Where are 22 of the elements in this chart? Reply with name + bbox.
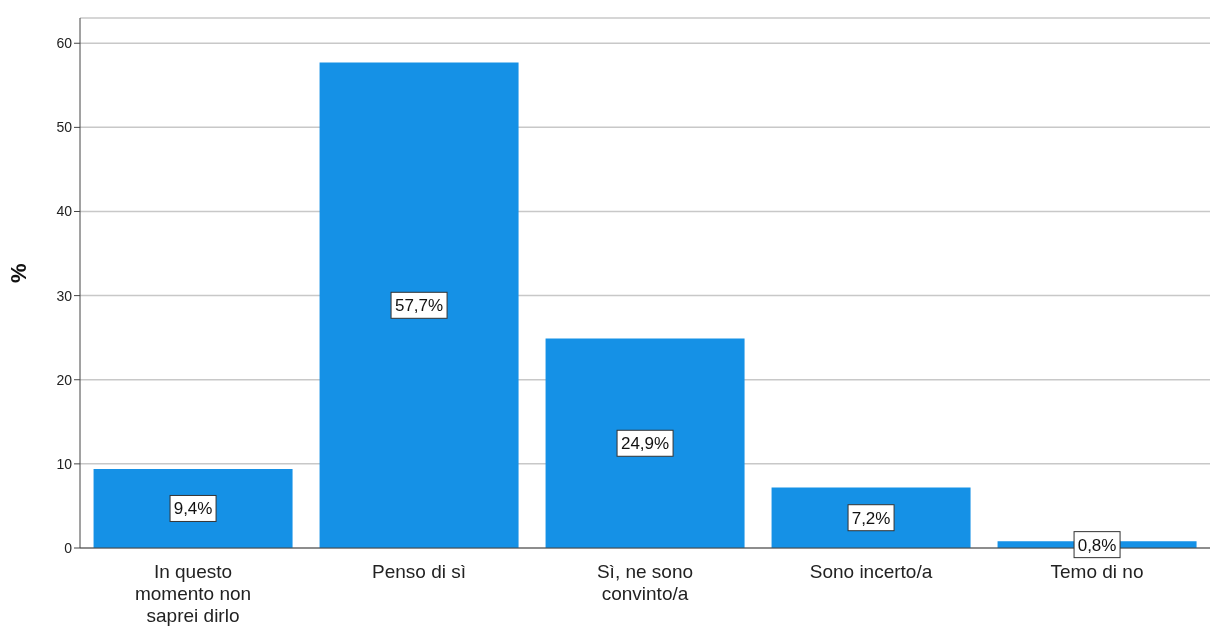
x-tick-label: In questo momento non saprei dirlo — [134, 561, 252, 626]
data-label: 7,2% — [851, 508, 891, 528]
y-tick-label: 0 — [64, 539, 73, 556]
data-label: 0,8% — [1077, 535, 1117, 555]
bar — [545, 338, 745, 548]
x-tick-label: Sono incerto/a — [809, 561, 933, 582]
bar — [771, 487, 971, 548]
y-tick-label: 40 — [56, 203, 73, 220]
bar — [93, 468, 293, 548]
data-label: 9,4% — [173, 499, 213, 519]
data-label: 24,9% — [620, 434, 670, 454]
y-tick-label: 60 — [56, 35, 73, 52]
data-label: 57,7% — [394, 296, 444, 316]
y-tick-label: 10 — [56, 455, 73, 472]
bar — [319, 62, 519, 548]
y-axis-title: % — [5, 263, 31, 283]
y-tick-label: 50 — [56, 119, 73, 136]
y-tick-label: 30 — [56, 287, 73, 304]
x-tick-label: Sì, ne sono convinto/a — [596, 561, 694, 604]
x-tick-label: Temo di no — [1050, 561, 1144, 582]
y-tick-label: 20 — [56, 371, 73, 388]
x-tick-label: Penso di sì — [372, 561, 466, 582]
